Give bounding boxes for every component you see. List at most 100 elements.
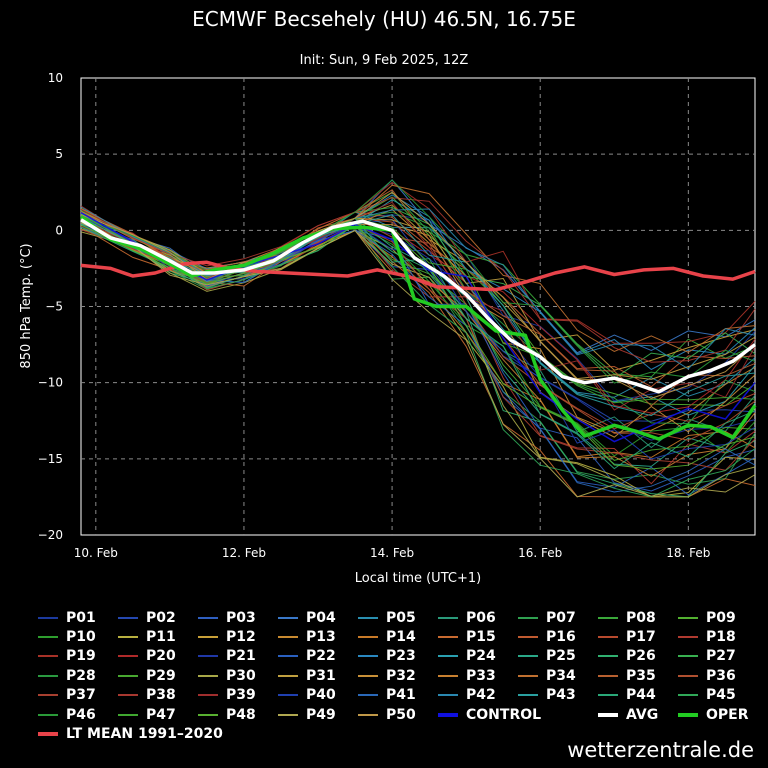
legend-label: P04	[306, 609, 336, 626]
legend-swatch	[598, 616, 618, 619]
legend-item: P14	[358, 627, 438, 646]
ensemble-line-p35	[80, 189, 756, 407]
legend-item: P49	[278, 705, 358, 724]
legend-swatch	[358, 713, 378, 716]
legend-item: P43	[518, 686, 598, 705]
legend-label: P32	[386, 667, 416, 684]
legend-swatch	[278, 674, 298, 677]
x-tick-label: 18. Feb	[666, 546, 710, 560]
y-tick-label: −10	[38, 376, 63, 390]
legend-swatch	[438, 616, 458, 619]
legend-item: P04	[278, 608, 358, 627]
legend-swatch	[678, 655, 698, 658]
legend-item: P15	[438, 627, 518, 646]
legend-swatch	[118, 655, 138, 658]
legend-label: P40	[306, 687, 336, 704]
legend-item: LT MEAN 1991–2020	[38, 724, 278, 743]
legend-item: P12	[198, 627, 278, 646]
legend-item: P28	[38, 666, 118, 685]
legend-swatch	[278, 616, 298, 619]
legend: P01 P02 P03 P04 P05 P06 P07 P08 P09 P10 P11 P12 P13 P…	[38, 608, 768, 744]
ticks: 10. Feb 12. Feb 14. Feb 16. Feb 18. Feb −20 −1…	[38, 71, 711, 560]
legend-swatch	[198, 636, 218, 639]
legend-item: P16	[518, 627, 598, 646]
legend-swatch	[358, 694, 378, 697]
legend-item: P50	[358, 705, 438, 724]
legend-item: P34	[518, 666, 598, 685]
ensemble-line-p24	[80, 199, 756, 416]
legend-swatch	[278, 694, 298, 697]
legend-label: P36	[706, 667, 736, 684]
legend-swatch	[598, 694, 618, 697]
legend-label: P37	[66, 687, 96, 704]
legend-swatch	[118, 616, 138, 619]
legend-label: P13	[306, 629, 336, 646]
legend-label: P25	[546, 648, 576, 665]
legend-item: P23	[358, 647, 438, 666]
legend-swatch	[278, 713, 298, 716]
legend-swatch	[278, 655, 298, 658]
legend-item: P45	[678, 686, 758, 705]
legend-swatch	[518, 655, 538, 658]
legend-item: P33	[438, 666, 518, 685]
legend-swatch	[118, 636, 138, 639]
legend-item: P27	[678, 647, 758, 666]
legend-swatch	[38, 674, 58, 677]
legend-item: P35	[598, 666, 678, 685]
legend-label: P42	[466, 687, 496, 704]
legend-label: P38	[146, 687, 176, 704]
legend-item: P19	[38, 647, 118, 666]
legend-label: P22	[306, 648, 336, 665]
legend-item: P38	[118, 686, 198, 705]
legend-swatch	[278, 636, 298, 639]
legend-item: AVG	[598, 705, 678, 724]
ensemble-line-p34	[80, 184, 756, 353]
legend-item: CONTROL	[438, 705, 598, 724]
legend-label: P05	[386, 609, 416, 626]
ensemble-line-p43	[80, 214, 756, 417]
legend-swatch	[38, 636, 58, 639]
legend-item: P36	[678, 666, 758, 685]
x-axis-label: Local time (UTC+1)	[355, 571, 481, 586]
legend-label: P16	[546, 629, 576, 646]
legend-swatch	[38, 713, 58, 716]
legend-label: P11	[146, 629, 176, 646]
legend-swatch	[38, 694, 58, 697]
legend-swatch	[118, 674, 138, 677]
chart-title: ECMWF Becsehely (HU) 46.5N, 16.75E	[192, 7, 576, 31]
legend-item: P42	[438, 686, 518, 705]
legend-swatch	[678, 694, 698, 697]
legend-swatch	[358, 636, 378, 639]
y-tick-label: −5	[45, 300, 63, 314]
legend-swatch	[358, 616, 378, 619]
legend-swatch	[518, 616, 538, 619]
ensemble-line-p28	[80, 211, 756, 425]
legend-item: P11	[118, 627, 198, 646]
legend-label: P44	[626, 687, 656, 704]
ensemble-line-p38	[80, 197, 756, 363]
legend-item: P24	[438, 647, 518, 666]
ensemble-line-p36	[80, 217, 756, 441]
legend-item: P26	[598, 647, 678, 666]
legend-label: P01	[66, 609, 96, 626]
legend-item: P20	[118, 647, 198, 666]
legend-label: P47	[146, 706, 176, 723]
legend-swatch	[438, 712, 458, 717]
legend-item: P31	[278, 666, 358, 685]
legend-swatch	[118, 694, 138, 697]
legend-swatch	[38, 616, 58, 619]
legend-item: P46	[38, 705, 118, 724]
legend-item: P05	[358, 608, 438, 627]
legend-swatch	[118, 713, 138, 716]
legend-item: P30	[198, 666, 278, 685]
legend-label: P17	[626, 629, 656, 646]
legend-swatch	[678, 616, 698, 619]
legend-item: P25	[518, 647, 598, 666]
ensemble-line-p47	[80, 214, 756, 404]
legend-label: P29	[146, 667, 176, 684]
legend-label: P21	[226, 648, 256, 665]
legend-label: P35	[626, 667, 656, 684]
y-axis-label: 850 hPa Temp. (°C)	[19, 243, 34, 368]
legend-label: CONTROL	[466, 706, 542, 723]
